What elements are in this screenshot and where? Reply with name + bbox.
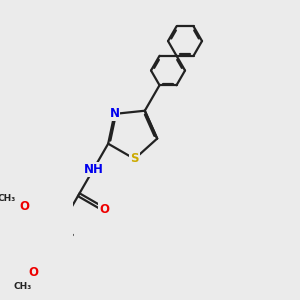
Text: CH₃: CH₃ bbox=[14, 282, 32, 291]
Text: N: N bbox=[110, 107, 119, 120]
Text: O: O bbox=[99, 203, 109, 216]
Text: CH₃: CH₃ bbox=[0, 194, 16, 203]
Text: NH: NH bbox=[83, 163, 103, 176]
Text: O: O bbox=[19, 200, 29, 213]
Text: S: S bbox=[130, 152, 139, 165]
Text: O: O bbox=[29, 266, 39, 279]
